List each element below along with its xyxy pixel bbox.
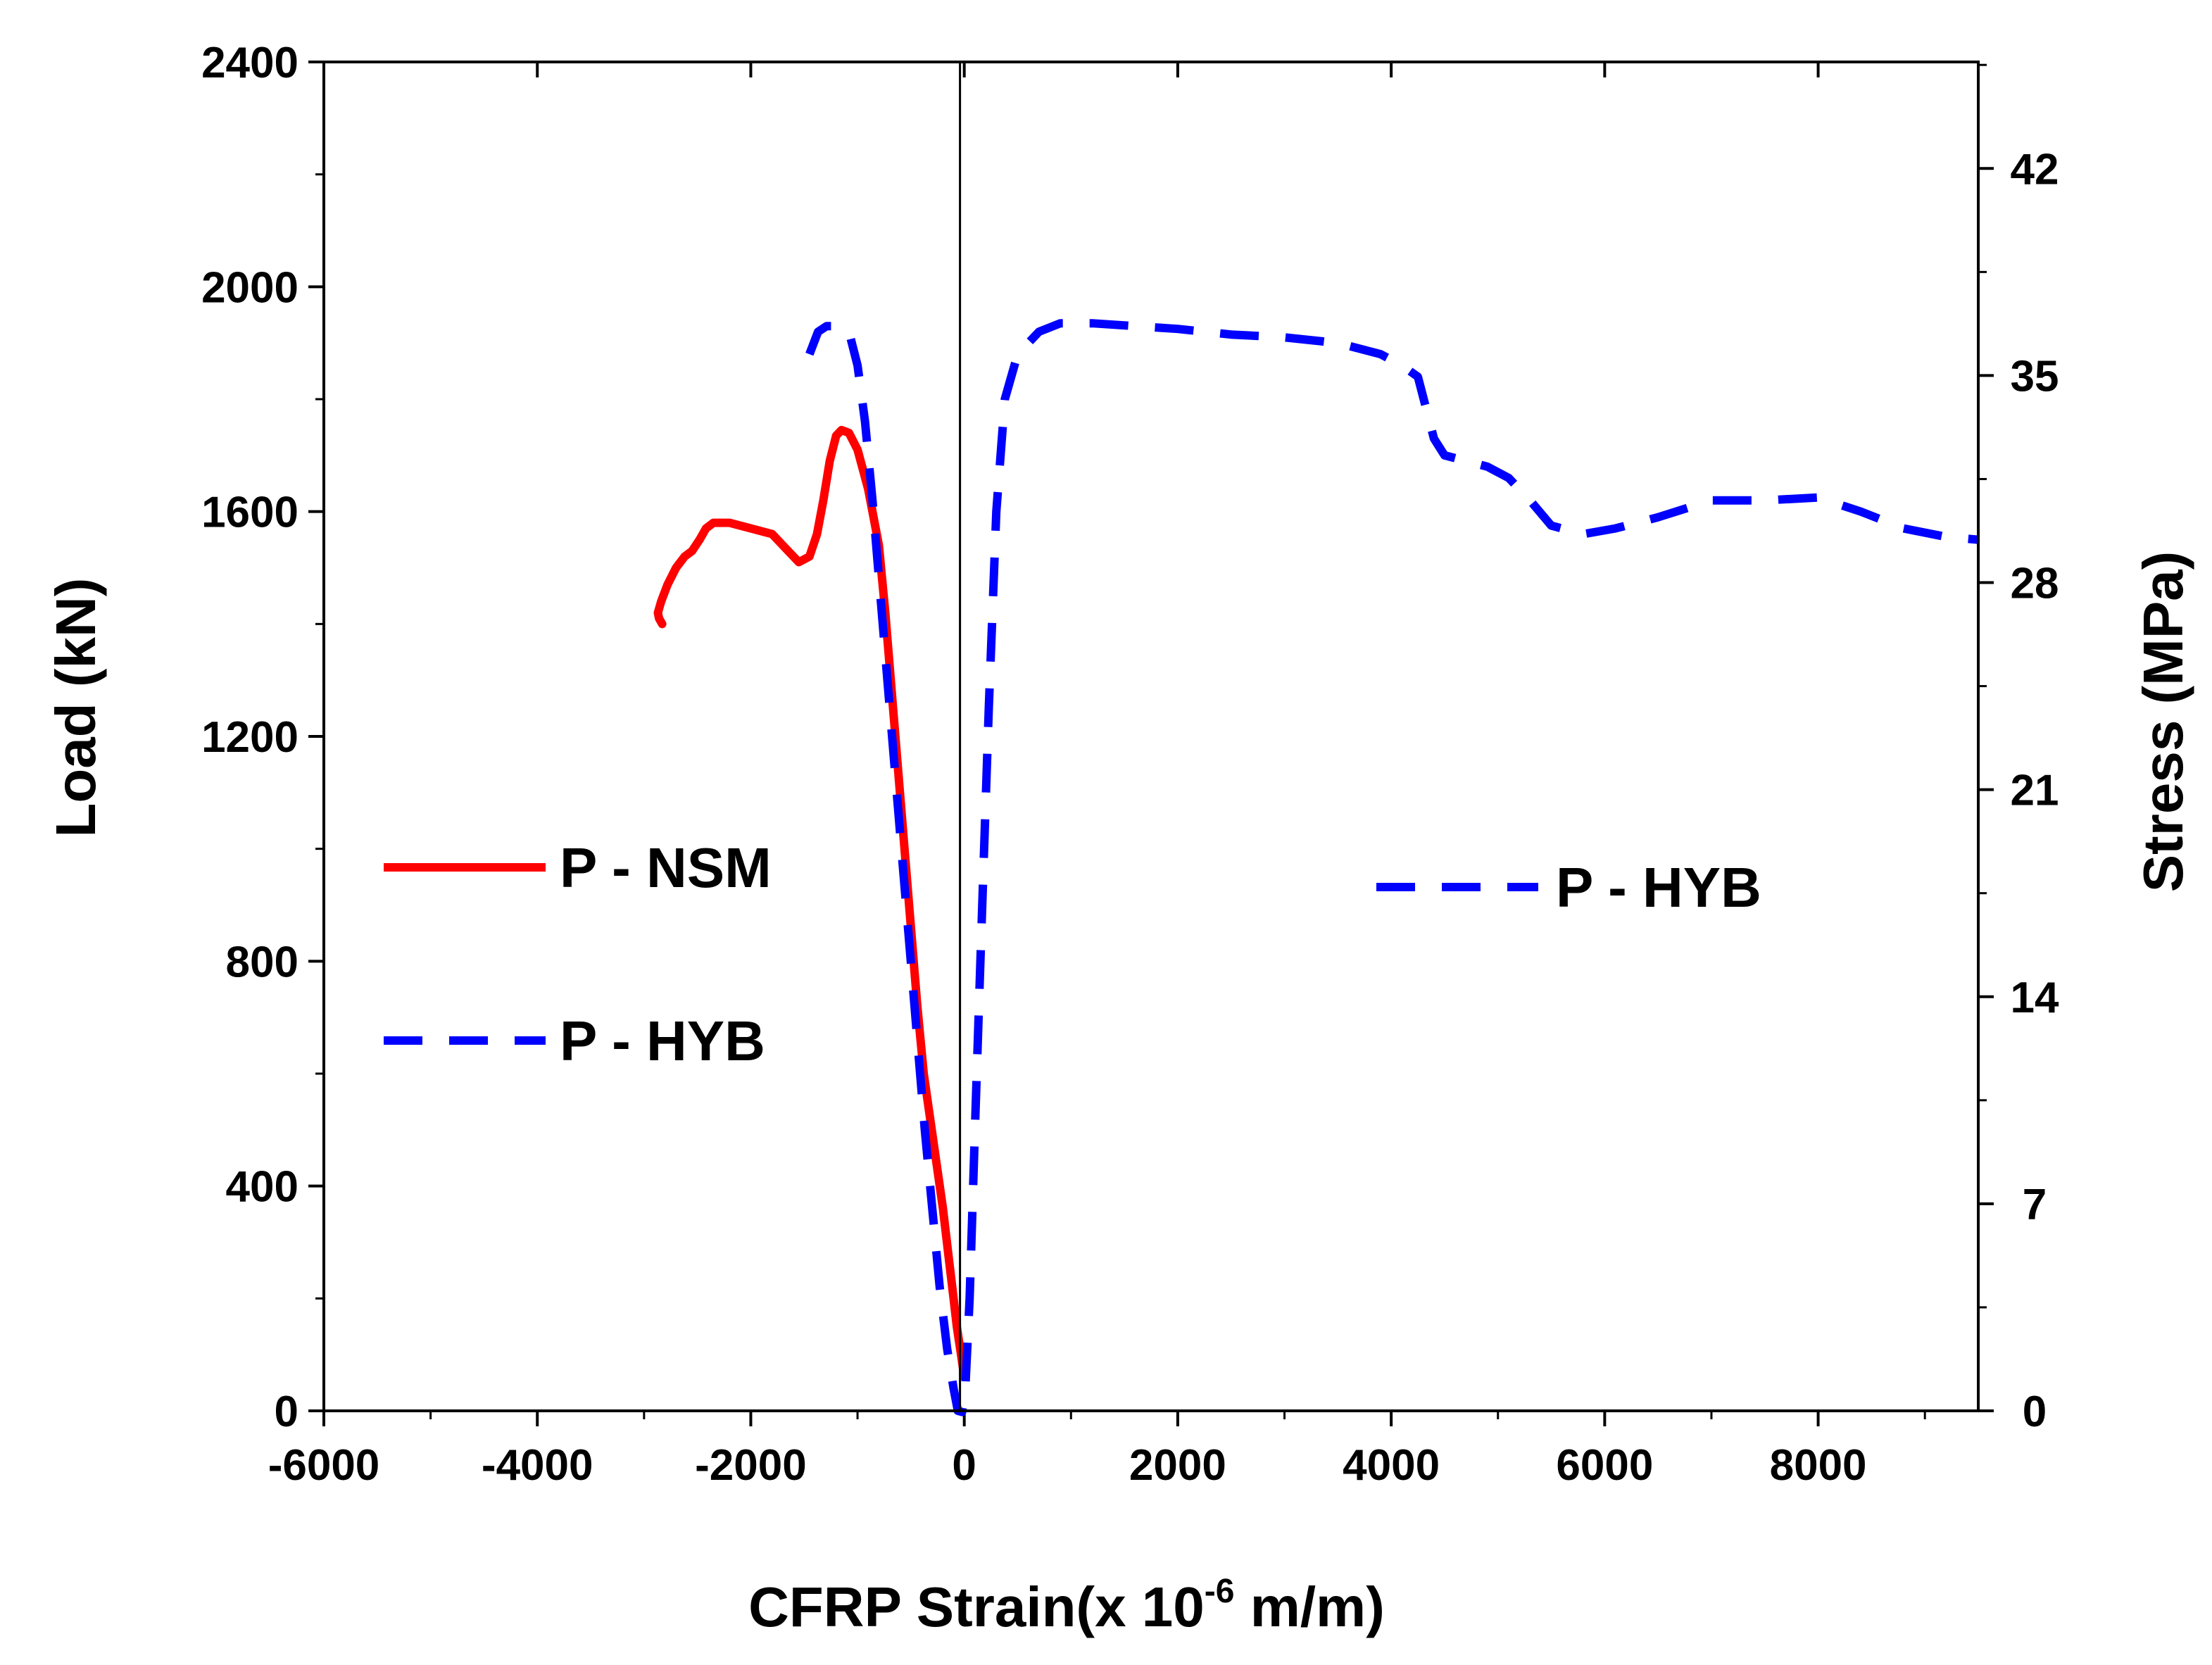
x-tick-label: 2000 <box>1129 1441 1226 1490</box>
y-tick-label: 2000 <box>201 263 299 312</box>
x-axis-title-suffix: m/m) <box>1234 1576 1384 1638</box>
legend-label-nsm: P - NSM <box>560 836 772 899</box>
x-tick-label: 0 <box>952 1441 976 1490</box>
legend-left: P - NSM P - HYB <box>384 836 772 1072</box>
y2-tick-label: 35 <box>2011 352 2059 401</box>
y-tick-label: 0 <box>275 1388 299 1436</box>
x-axis-ticks: -6000 -4000 -2000 0 2000 4000 6000 8000 <box>268 62 1926 1490</box>
y2-tick-label: 7 <box>2023 1181 2047 1229</box>
y-tick-label: 1200 <box>201 713 299 762</box>
x-axis-title-main: CFRP Strain(x 10 <box>748 1576 1205 1638</box>
y-axis-ticks: 0 400 800 1200 1600 2000 2400 <box>201 39 324 1436</box>
y-tick-label: 800 <box>226 938 299 986</box>
x-tick-label: 8000 <box>1770 1441 1867 1490</box>
legend-label-hyb-right: P - HYB <box>1556 856 1761 919</box>
y2-tick-label: 28 <box>2011 560 2059 608</box>
x-axis-title: CFRP Strain(x 10-6 m/m) <box>748 1573 1385 1638</box>
y2-tick-label: 42 <box>2011 145 2059 194</box>
y2-tick-label: 21 <box>2011 767 2059 815</box>
x-tick-label: -2000 <box>695 1441 807 1490</box>
y2-tick-label: 0 <box>2023 1388 2047 1436</box>
series-line-p-nsm <box>653 425 969 1382</box>
series-line-p-hyb <box>805 319 1979 1416</box>
y-axis-title: Load (kN) <box>44 578 107 838</box>
y2-axis-title: Stress (MPa) <box>2132 551 2194 893</box>
series-layer <box>653 319 1979 1416</box>
legend-right: P - HYB <box>1376 856 1761 919</box>
y-tick-label: 1600 <box>201 489 299 537</box>
x-tick-label: 4000 <box>1343 1441 1440 1490</box>
y-tick-label: 400 <box>226 1163 299 1212</box>
x-tick-label: -6000 <box>268 1441 380 1490</box>
legend-label-hyb-left: P - HYB <box>560 1010 765 1072</box>
y2-axis-ticks: 0 7 14 21 28 35 42 <box>1978 63 2059 1436</box>
x-tick-label: -4000 <box>482 1441 593 1490</box>
x-axis-title-exponent: -6 <box>1205 1573 1235 1610</box>
x-tick-label: 6000 <box>1556 1441 1653 1490</box>
y-tick-label: 2400 <box>201 39 299 87</box>
y2-tick-label: 14 <box>2011 974 2059 1022</box>
plot-frame <box>322 61 1980 1412</box>
